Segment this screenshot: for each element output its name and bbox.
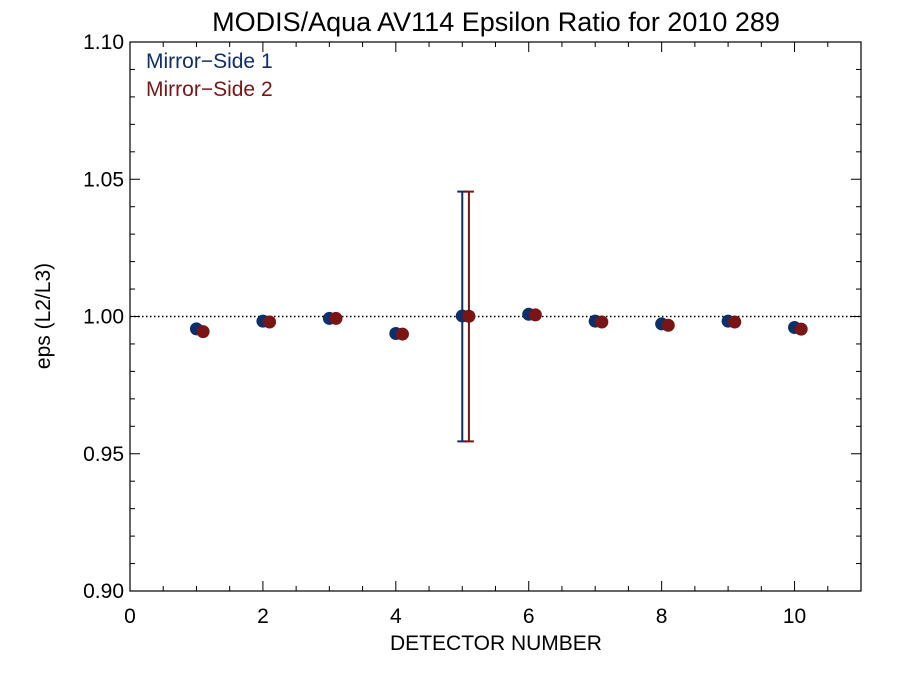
x-tick-label: 8 (656, 605, 668, 628)
y-tick-label: 1.00 (83, 306, 124, 329)
plot-frame (129, 41, 862, 592)
x-tick-label: 10 (783, 605, 806, 628)
x-tick-label: 2 (257, 605, 269, 628)
legend-entry-mirror-side-1: Mirror−Side 1 (146, 50, 273, 73)
chart-title: MODIS/Aqua AV114 Epsilon Ratio for 2010 … (212, 7, 780, 37)
x-axis-label: DETECTOR NUMBER (390, 632, 602, 655)
data-point-series-2 (196, 325, 210, 339)
x-tick-label: 6 (523, 605, 535, 628)
data-point-series-2 (329, 311, 343, 325)
data-point-series-2 (661, 318, 675, 332)
y-tick-label: 0.90 (83, 580, 124, 603)
data-point-series-2 (462, 309, 476, 323)
data-point-series-2 (528, 308, 542, 322)
y-tick-label: 1.05 (83, 168, 124, 191)
data-point-series-2 (595, 315, 609, 329)
y-tick-label: 0.95 (83, 443, 124, 466)
data-point-series-2 (728, 315, 742, 329)
legend-entry-mirror-side-2: Mirror−Side 2 (146, 78, 273, 101)
y-tick-label: 1.10 (83, 31, 124, 54)
data-point-series-2 (794, 322, 808, 336)
data-point-series-2 (263, 315, 277, 329)
data-point-series-2 (395, 327, 409, 341)
x-tick-label: 4 (390, 605, 402, 628)
x-tick-label: 0 (124, 605, 136, 628)
y-axis-label: eps (L2/L3) (32, 263, 55, 369)
